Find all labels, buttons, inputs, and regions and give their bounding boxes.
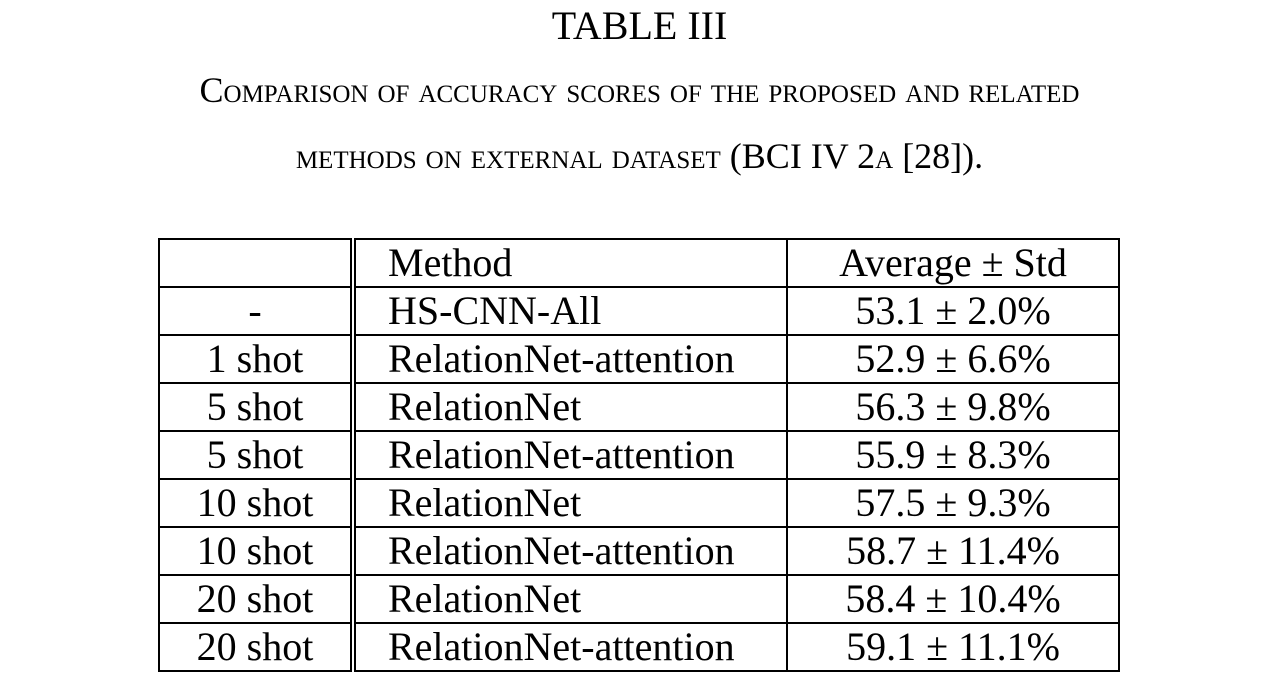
method-cell: HS-CNN-All (352, 286, 788, 336)
score-cell: 58.7 ± 11.4% (786, 526, 1120, 576)
score-cell: 59.1 ± 11.1% (786, 622, 1120, 672)
header-shot-cell (158, 238, 356, 288)
score-cell: 52.9 ± 6.6% (786, 334, 1120, 384)
score-cell: 55.9 ± 8.3% (786, 430, 1120, 480)
caption-line-2: methods on external dataset (BCI IV 2a [… (295, 136, 984, 176)
score-cell: 57.5 ± 9.3% (786, 478, 1120, 528)
method-cell: RelationNet-attention (352, 622, 788, 672)
header-score-cell: Average ± Std (786, 238, 1120, 288)
shot-cell: 10 shot (158, 526, 356, 576)
shot-cell: 5 shot (158, 430, 356, 480)
method-cell: RelationNet (352, 574, 788, 624)
shot-cell: - (158, 286, 356, 336)
table-row: 10 shot RelationNet-attention 58.7 ± 11.… (158, 526, 1120, 576)
table-row: 5 shot RelationNet-attention 55.9 ± 8.3% (158, 430, 1120, 480)
table-row: 1 shot RelationNet-attention 52.9 ± 6.6% (158, 334, 1120, 384)
caption-line-1: Comparison of accuracy scores of the pro… (199, 70, 1080, 110)
table-row: 20 shot RelationNet 58.4 ± 10.4% (158, 574, 1120, 624)
table-number: TABLE III (551, 3, 728, 48)
shot-cell: 5 shot (158, 382, 356, 432)
score-cell: 56.3 ± 9.8% (786, 382, 1120, 432)
method-cell: RelationNet-attention (352, 430, 788, 480)
score-cell: 58.4 ± 10.4% (786, 574, 1120, 624)
table-header-row: Method Average ± Std (158, 238, 1120, 288)
table-row: - HS-CNN-All 53.1 ± 2.0% (158, 286, 1120, 336)
method-cell: RelationNet (352, 382, 788, 432)
shot-cell: 20 shot (158, 574, 356, 624)
results-table: Method Average ± Std - HS-CNN-All 53.1 ±… (158, 238, 1120, 672)
shot-cell: 20 shot (158, 622, 356, 672)
header-method-cell: Method (352, 238, 788, 288)
shot-cell: 10 shot (158, 478, 356, 528)
shot-cell: 1 shot (158, 334, 356, 384)
score-cell: 53.1 ± 2.0% (786, 286, 1120, 336)
table-row: 5 shot RelationNet 56.3 ± 9.8% (158, 382, 1120, 432)
table-row: 20 shot RelationNet-attention 59.1 ± 11.… (158, 622, 1120, 672)
method-cell: RelationNet (352, 478, 788, 528)
table-row: 10 shot RelationNet 57.5 ± 9.3% (158, 478, 1120, 528)
method-cell: RelationNet-attention (352, 526, 788, 576)
method-cell: RelationNet-attention (352, 334, 788, 384)
